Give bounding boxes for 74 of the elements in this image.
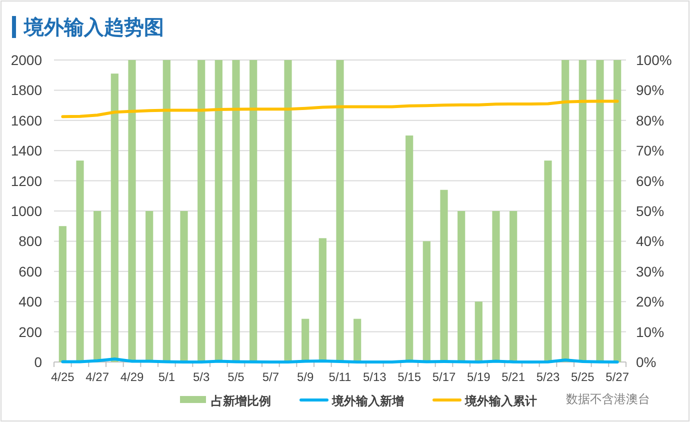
y-tick-label: 1800 [10,82,42,98]
bar [198,60,206,362]
y2-tick-label: 70% [636,142,664,159]
legend-label: 占新增比例 [211,394,271,408]
bar [232,60,240,362]
x-tick-label: 5/21 [502,370,526,384]
y2-tick-label: 0% [636,354,656,370]
x-tick-label: 5/7 [262,370,280,384]
x-tick-label: 5/1 [158,370,176,384]
bar [578,60,586,362]
y-tick-label: 2000 [10,52,42,68]
line-series [61,100,619,118]
y2-tick-label: 10% [636,324,664,340]
bar [284,60,292,362]
bar [94,211,102,362]
bar [458,211,466,362]
bar [336,60,344,362]
y-tick-label: 800 [18,233,42,250]
bar [562,60,570,362]
bar [474,302,482,362]
bar [76,160,84,362]
bar [406,136,414,362]
bar [128,60,136,362]
x-tick-label: 5/11 [328,370,352,384]
bar [596,60,604,362]
y-tick-label: 600 [18,263,42,280]
x-tick-label: 5/23 [536,370,560,384]
y2-tick-label: 100% [636,52,672,68]
bar [544,160,552,362]
legend-label: 境外输入累计 [464,394,537,408]
x-tick-label: 5/13 [362,370,387,384]
y2-tick-label: 40% [636,233,664,250]
bar [110,74,118,362]
bar [422,241,430,362]
bar [354,318,362,362]
x-tick-label: 4/29 [120,370,144,384]
x-tick-label: 4/25 [50,370,75,384]
x-tick-label: 5/5 [228,370,245,384]
y-tick-label: 400 [18,294,42,310]
bar [180,211,188,362]
chart-title: 境外输入趋势图 [23,16,164,39]
text: 数据不含港澳台 [566,392,650,406]
bar [492,211,500,362]
x-tick-label: 5/3 [192,370,210,384]
y2-tick-label: 50% [636,203,664,219]
x-tick-label: 5/19 [466,370,491,384]
x-tick-label: 5/17 [432,370,456,384]
y-tick-label: 1200 [10,172,42,189]
bar [58,226,66,362]
legend-label: 境外输入新增 [331,394,404,408]
y2-tick-label: 90% [636,82,664,98]
y-tick-label: 200 [18,324,42,340]
x-tick-label: 4/27 [86,370,110,384]
x-tick-label: 5/27 [606,370,630,384]
y2-tick-label: 30% [636,263,664,280]
y-tick-label: 1000 [10,203,42,219]
y-tick-label: 1400 [10,142,42,159]
bar [510,211,518,362]
y2-tick-label: 80% [636,112,664,128]
x-tick-label: 5/25 [570,370,595,384]
y-tick-label: 0 [34,354,42,370]
y-tick-label: 1600 [10,112,42,128]
x-tick-label: 5/9 [296,370,314,384]
bar [214,60,222,362]
bar [162,60,170,362]
bar [614,60,622,362]
y2-tick-label: 60% [636,172,664,189]
bar [250,60,258,362]
x-tick-label: 5/15 [398,370,422,384]
bar [318,238,326,362]
bar [302,318,310,362]
bar [146,211,154,362]
bar [440,190,448,362]
y2-tick-label: 20% [636,294,664,310]
